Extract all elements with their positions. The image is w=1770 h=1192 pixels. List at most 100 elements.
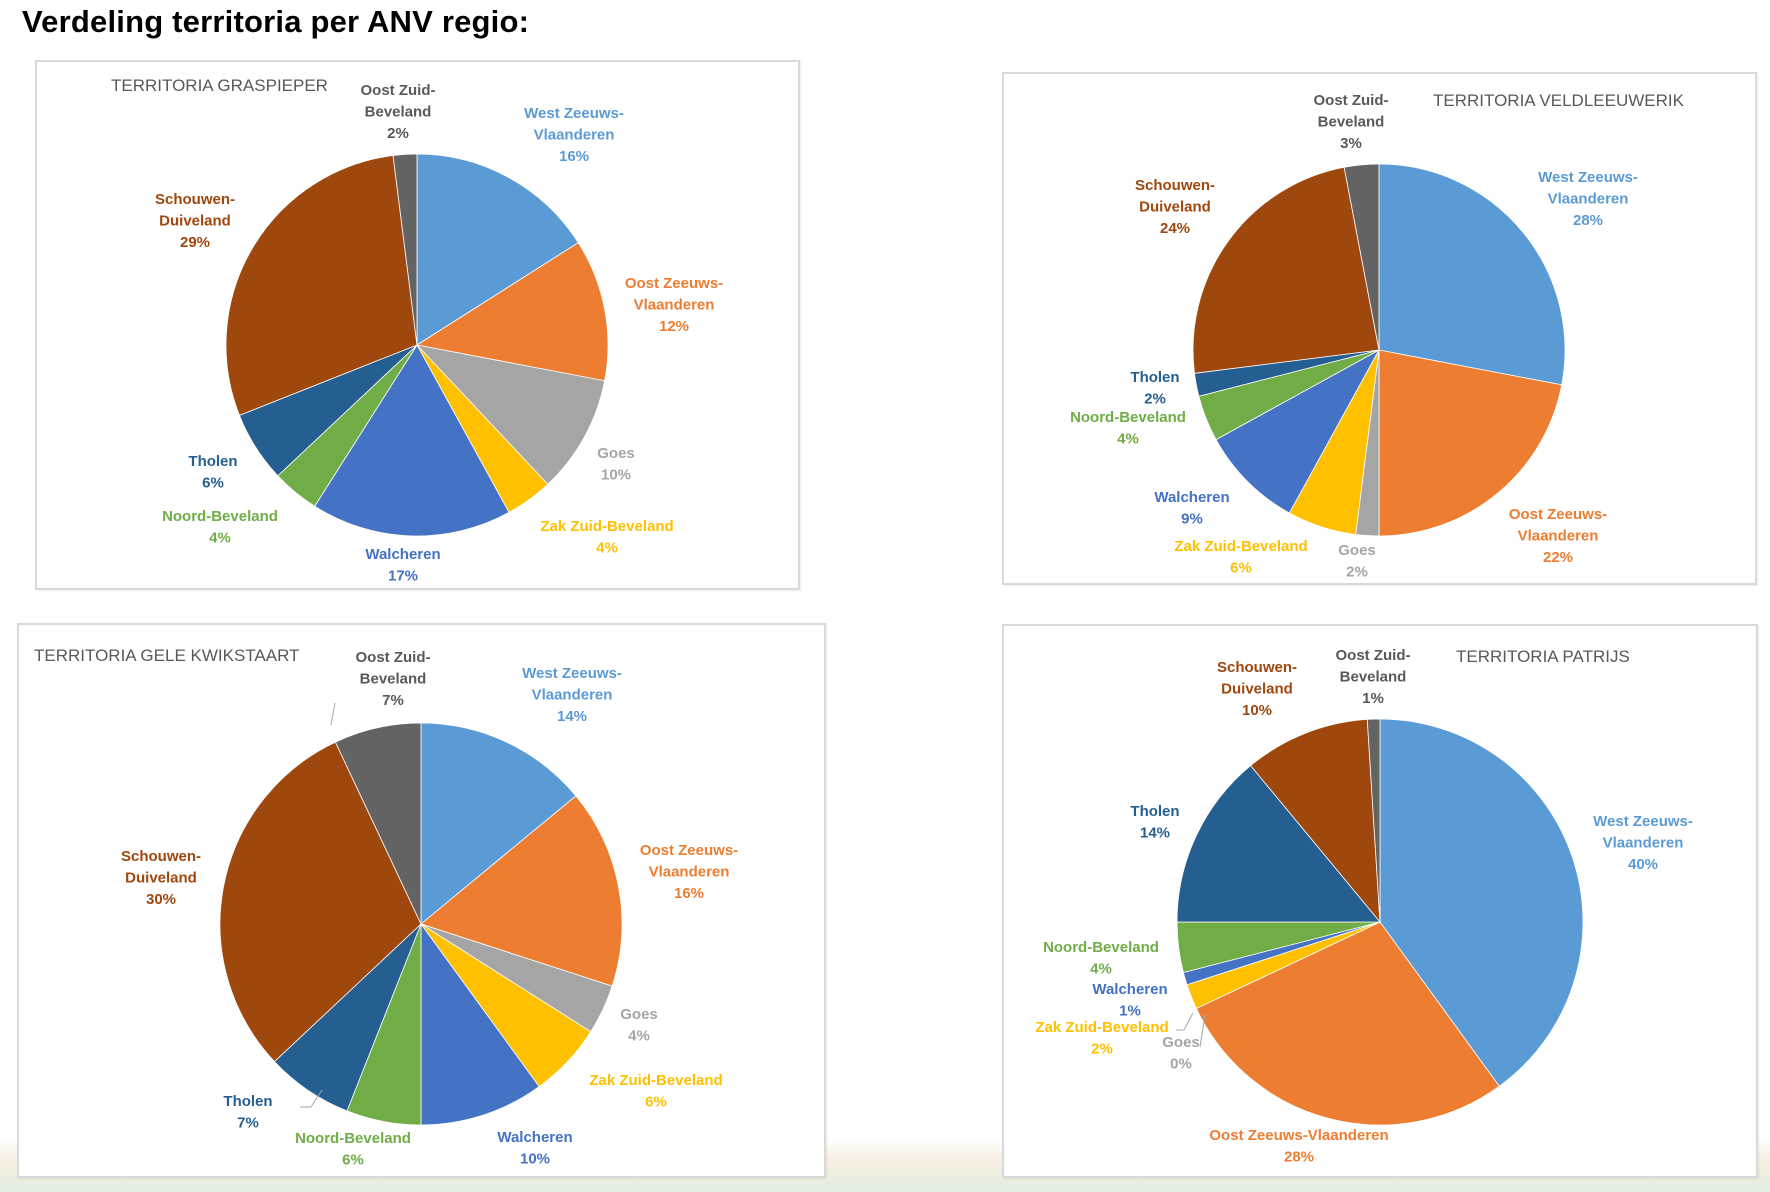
data-label-walcheren: Walcheren 1% [1092,981,1167,1020]
leader-line [330,702,336,726]
data-label-west-zeeuws-vlaanderen: West Zeeuws- Vlaanderen 16% [524,105,624,165]
data-label-line: 1% [1119,1003,1141,1020]
pie-slices [225,153,609,537]
data-label-zak-zuid-beveland: Zak Zuid-Beveland 4% [540,518,673,557]
data-label-line: 2% [387,125,409,142]
data-label-line: 28% [1284,1149,1314,1166]
data-label-line: Tholen [1130,369,1179,386]
pie-slice-walcheren [1215,348,1381,514]
data-label-oost-zuid-beveland: Oost Zuid- Beveland 2% [361,82,436,142]
data-label-tholen: Tholen 6% [188,453,237,492]
pie-slice-oost-zuid-beveland [334,722,422,925]
data-label-line: Duiveland [1221,681,1293,698]
data-label-line: 16% [674,885,704,902]
data-label-line: Noord-Beveland [1070,409,1186,426]
data-label-oost-zuid-beveland: Oost Zuid- Beveland 3% [1314,92,1389,152]
data-label-line: Walcheren [1154,489,1229,506]
data-label-oost-zeeuws-vlaanderen: Oost Zeeuws- Vlaanderen 12% [625,275,723,335]
data-label-line: Oost Zeeuws- [1509,506,1607,523]
data-label-line: Schouwen- [155,191,235,208]
pie-slice-west-zeeuws-vlaanderen [1378,163,1566,386]
pie-slice-schouwen-duiveland [219,741,422,1063]
data-label-line: Schouwen- [121,848,201,865]
data-label-line: Tholen [223,1093,272,1110]
data-label-line: 10% [520,1151,550,1168]
data-label-goes: Goes 4% [620,1006,658,1045]
data-label-line: Duiveland [159,213,231,230]
data-label-west-zeeuws-vlaanderen: West Zeeuws- Vlaanderen 14% [522,665,622,725]
data-label-line: 6% [202,475,224,492]
pie-slice-oost-zuid-beveland [1366,718,1381,923]
data-label-line: West Zeeuws- [522,665,622,682]
data-label-line: 28% [1573,212,1603,229]
pie-slice-west-zeeuws-vlaanderen [420,722,577,925]
data-label-line: Vlaanderen [532,687,613,704]
data-label-goes: Goes 10% [597,445,635,484]
pie-slice-schouwen-duiveland [225,155,418,416]
data-label-line: 7% [382,692,404,709]
data-label-line: Oost Zuid- [1336,647,1411,664]
pie-slice-walcheren [314,344,510,537]
data-label-line: Goes [1162,1034,1200,1051]
data-label-west-zeeuws-vlaanderen: West Zeeuws- Vlaanderen 40% [1593,813,1693,873]
pie-slice-tholen [1176,765,1381,923]
data-label-line: 2% [1091,1041,1113,1058]
chart-title: TERRITORIA GRASPIEPER [111,76,328,95]
pie-slice-schouwen-duiveland [1192,166,1380,374]
data-label-line: Oost Zeeuws- [625,275,723,292]
data-label-line: Zak Zuid-Beveland [540,518,673,535]
data-label-noord-beveland: Noord-Beveland 4% [1043,939,1159,978]
data-label-oost-zeeuws-vlaanderen: Oost Zeeuws- Vlaanderen 22% [1509,506,1607,566]
pie-slice-west-zeeuws-vlaanderen [416,153,579,346]
data-label-line: Vlaanderen [649,864,730,881]
pie-slice-oost-zeeuws-vlaanderen [1195,921,1500,1126]
data-label-line: 7% [237,1115,259,1132]
data-label-line: Vlaanderen [634,297,715,314]
data-label-line: 2% [1346,564,1368,581]
data-label-line: Zak Zuid-Beveland [1035,1019,1168,1036]
data-label-line: Beveland [360,671,427,688]
data-label-line: Oost Zuid- [1314,92,1389,109]
data-label-line: 14% [1140,825,1170,842]
page-title: Verdeling territoria per ANV regio: [22,4,530,39]
data-label-zak-zuid-beveland: Zak Zuid-Beveland 6% [1174,538,1307,577]
pie-slice-oost-zeeuws-vlaanderen [420,795,623,987]
data-label-oost-zuid-beveland: Oost Zuid- Beveland 7% [356,649,431,709]
data-label-line: Schouwen- [1217,659,1297,676]
data-label-line: Tholen [1130,803,1179,820]
data-label-line: Noord-Beveland [1043,939,1159,956]
data-label-line: 1% [1362,690,1384,707]
data-label-line: Vlaanderen [1603,835,1684,852]
data-label-schouwen-duiveland: Schouwen- Duiveland 10% [1217,659,1297,719]
pie-slice-oost-zuid-beveland [392,153,418,346]
data-label-line: Goes [1338,542,1376,559]
data-label-line: 6% [342,1152,364,1169]
data-label-goes: Goes 2% [1338,542,1376,581]
pie-slices [219,722,623,1126]
data-label-west-zeeuws-vlaanderen: West Zeeuws- Vlaanderen 28% [1538,169,1638,229]
data-label-line: Tholen [188,453,237,470]
pie-slice-oost-zuid-beveland [1343,163,1380,351]
data-label-line: Duiveland [1139,199,1211,216]
data-label-walcheren: Walcheren 9% [1154,489,1229,528]
data-label-tholen: Tholen 7% [223,1093,272,1132]
data-label-line: Vlaanderen [534,127,615,144]
data-label-line: West Zeeuws- [1538,169,1638,186]
data-label-line: Goes [620,1006,658,1023]
data-label-line: Walcheren [1092,981,1167,998]
data-label-line: 10% [1242,702,1272,719]
data-label-line: Oost Zuid- [356,649,431,666]
pie-slices [1192,163,1566,537]
data-label-line: 22% [1543,549,1573,566]
data-label-line: Oost Zeeuws-Vlaanderen [1209,1127,1388,1144]
data-label-line: West Zeeuws- [524,105,624,122]
data-label-line: 14% [557,708,587,725]
data-label-oost-zeeuws-vlaanderen: Oost Zeeuws-Vlaanderen 28% [1209,1127,1388,1166]
pie-slice-oost-zeeuws-vlaanderen [415,242,609,382]
data-label-line: West Zeeuws- [1593,813,1693,830]
data-label-line: Oost Zeeuws- [640,842,738,859]
data-label-line: 3% [1340,135,1362,152]
data-label-noord-beveland: Noord-Beveland 4% [1070,409,1186,448]
data-label-line: Duiveland [125,870,197,887]
chart-title: TERRITORIA VELDLEEUWERIK [1433,91,1685,110]
